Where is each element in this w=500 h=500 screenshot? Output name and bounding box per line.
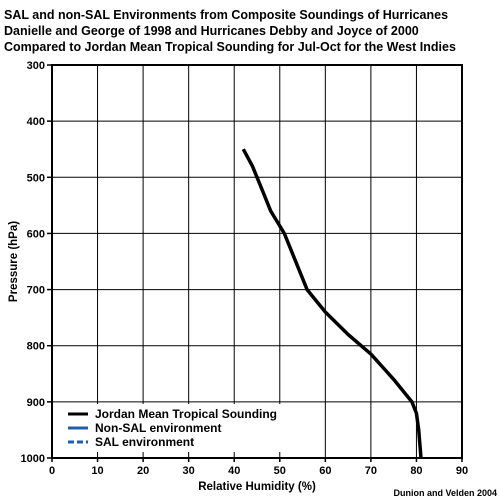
y-axis-label: Pressure (hPa) [8, 221, 20, 302]
x-tick-label: 40 [228, 465, 240, 477]
y-tick-label: 1000 [21, 453, 45, 465]
x-axis-ticks: 0 10 20 30 40 50 60 70 80 90 [49, 458, 468, 477]
y-tick-label: 600 [27, 228, 45, 240]
y-axis-ticks: 300 400 500 600 700 800 900 1000 [21, 60, 52, 465]
x-tick-label: 20 [137, 465, 149, 477]
legend-label: Non-SAL environment [95, 421, 221, 435]
x-tick-label: 70 [365, 465, 377, 477]
y-tick-label: 500 [27, 172, 45, 184]
x-tick-label: 80 [410, 465, 422, 477]
chart-title: SAL and non-SAL Environments from Compos… [4, 8, 456, 54]
series-line [241, 148, 423, 459]
legend-label: Jordan Mean Tropical Sounding [95, 407, 277, 421]
title-line: Danielle and George of 1998 and Hurrican… [4, 24, 419, 38]
y-tick-label: 400 [27, 116, 45, 128]
plot-frame [51, 64, 463, 459]
legend-label: SAL environment [95, 435, 194, 449]
series [241, 148, 423, 459]
y-tick-label: 300 [27, 60, 45, 72]
y-tick-label: 900 [27, 397, 45, 409]
credit-text: Dunion and Velden 2004 [393, 488, 497, 498]
x-tick-label: 50 [274, 465, 286, 477]
legend-background [54, 404, 282, 452]
x-axis-label: Relative Humidity (%) [198, 481, 316, 493]
title-line: Compared to Jordan Mean Tropical Soundin… [4, 40, 456, 54]
title-line: SAL and non-SAL Environments from Compos… [4, 8, 448, 22]
y-tick-label: 700 [27, 285, 45, 297]
y-tick-label: 800 [27, 341, 45, 353]
x-tick-label: 60 [319, 465, 331, 477]
x-tick-label: 0 [49, 465, 55, 477]
x-tick-label: 10 [91, 465, 103, 477]
x-tick-label: 30 [183, 465, 195, 477]
grid [52, 65, 462, 458]
x-tick-label: 90 [456, 465, 468, 477]
